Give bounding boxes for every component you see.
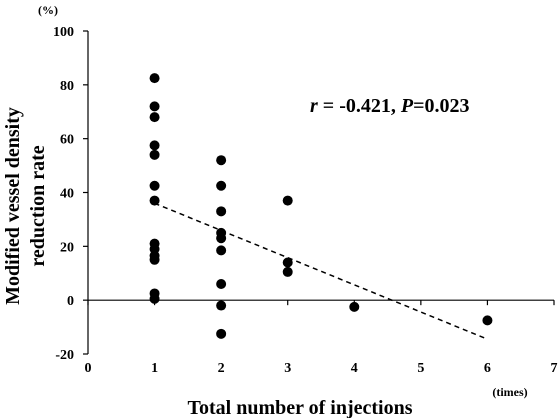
r-symbol: r (310, 95, 318, 117)
data-point (149, 254, 160, 265)
y-axis-title-line-2: reduction rate (27, 145, 49, 266)
data-point (149, 195, 160, 206)
data-point (149, 180, 160, 191)
data-point (216, 180, 227, 191)
correlation-annotation: r = -0.421, P=0.023 (310, 95, 469, 117)
data-point (216, 328, 227, 339)
y-tick-label: 80 (60, 79, 74, 94)
tick-labels: -20 0 20 40 60 80 100 0 1 2 3 4 5 6 7 (53, 25, 558, 376)
data-point (216, 279, 227, 290)
data-point (282, 195, 293, 206)
x-axis-title: Total number of injections (187, 397, 412, 418)
r-value: = -0.421, (318, 95, 401, 117)
y-axis-title: Modified vessel density reduction rate (2, 107, 49, 305)
y-tick-label: 40 (60, 187, 74, 202)
data-point (216, 233, 227, 244)
y-tick-label: 20 (60, 240, 74, 255)
data-point (282, 257, 293, 268)
data-point (216, 245, 227, 256)
y-tick-label: 60 (60, 133, 74, 148)
data-point (282, 266, 293, 277)
data-point (216, 300, 227, 311)
data-point (349, 301, 360, 312)
data-point (149, 293, 160, 304)
data-point (216, 155, 227, 166)
data-point (149, 101, 160, 112)
x-tick-label: 1 (151, 361, 158, 376)
data-point (482, 315, 493, 326)
y-unit-label: (%) (38, 3, 58, 17)
data-point (149, 140, 160, 151)
data-point (149, 112, 160, 123)
data-point (149, 149, 160, 160)
x-tick-label: 4 (351, 361, 358, 376)
y-axis-title-line-1: Modified vessel density (2, 107, 24, 305)
x-tick-label: 7 (551, 361, 558, 376)
x-tick-label: 5 (417, 361, 424, 376)
x-unit-label: (times) (492, 385, 527, 399)
p-symbol: P (400, 95, 414, 117)
x-tick-label: 3 (284, 361, 291, 376)
data-point (149, 73, 160, 84)
y-tick-label: -20 (55, 348, 74, 363)
data-points (149, 73, 493, 339)
p-value: =0.023 (413, 95, 469, 117)
y-tick-label: 100 (53, 25, 74, 40)
y-tick-label: 0 (67, 294, 74, 309)
trend-line (154, 202, 488, 340)
data-point (216, 206, 227, 217)
x-tick-label: 6 (484, 361, 491, 376)
x-tick-label: 0 (85, 361, 92, 376)
x-tick-label: 2 (218, 361, 225, 376)
